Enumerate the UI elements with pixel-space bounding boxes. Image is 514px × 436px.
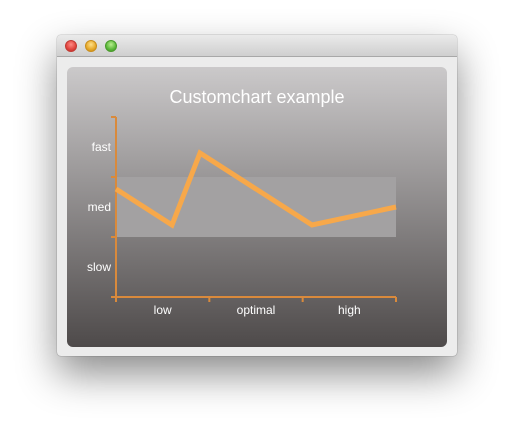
x-tick-label: low [154, 303, 172, 317]
chart-panel: Customchart example slow med fast low optima… [67, 67, 447, 347]
window-titlebar[interactable] [57, 35, 457, 57]
y-tick-label: fast [92, 140, 112, 154]
chart-svg: slow med fast low optimal high [87, 116, 397, 317]
y-tick-label: med [88, 200, 111, 214]
y-tick-label: slow [87, 260, 111, 274]
close-window-button[interactable] [65, 40, 77, 52]
med-band [116, 177, 396, 237]
zoom-window-button[interactable] [105, 40, 117, 52]
chart-title: Customchart example [169, 87, 345, 107]
minimize-window-button[interactable] [85, 40, 97, 52]
x-tick-label: high [338, 303, 361, 317]
app-window: Customchart example slow med fast low optima… [57, 35, 457, 356]
x-tick-label: optimal [237, 303, 276, 317]
